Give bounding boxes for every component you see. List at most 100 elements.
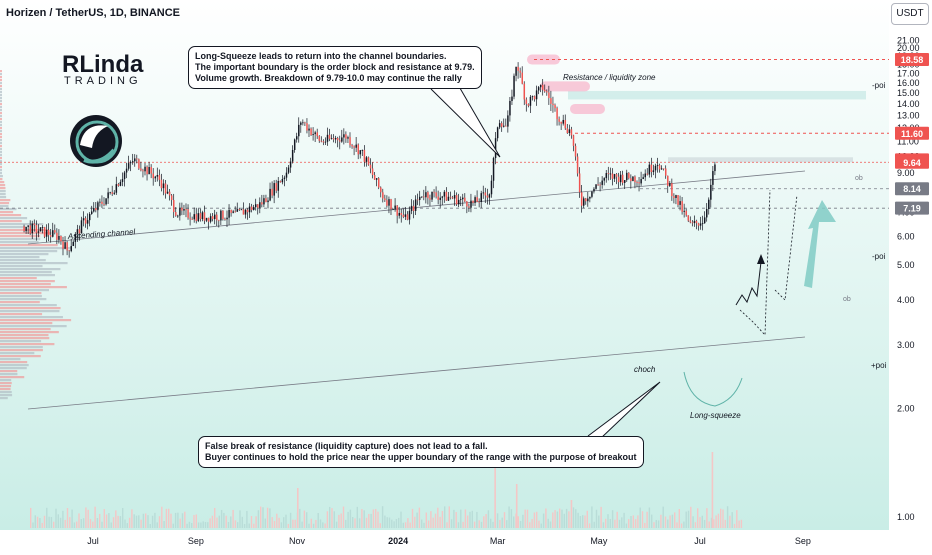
price-tick-label: 5.00 [897,260,915,270]
volume-bar [421,519,423,528]
volume-profile-bar [0,157,2,160]
candle-down [386,200,388,206]
volume-bar [529,522,531,528]
candle-up [97,202,99,211]
price-axis[interactable]: 1.002.003.004.005.006.007.008.009.0010.0… [889,0,932,530]
volume-profile-bar [0,376,25,379]
candle-up [498,123,501,128]
projection-paths [683,189,836,407]
volume-profile-bar [0,322,53,325]
long-squeeze-label: Long-squeeze [690,411,741,420]
candle-down [380,187,382,193]
volume-profile-bar [0,121,2,124]
volume-bar [384,515,386,528]
volume-bar [651,514,653,528]
candle-down [437,196,439,200]
candle-down [339,140,341,142]
volume-bar [437,507,439,528]
candle-down [525,99,528,105]
time-tick-label: 2024 [388,536,408,546]
candle-down [275,183,277,191]
volume-profile-bar [0,82,2,85]
candle-up [72,241,75,247]
volume-bar [503,512,506,528]
candle-up [660,168,663,170]
volume-bar [717,513,720,528]
volume-bar [64,519,66,528]
volume-profile-bar [0,292,42,295]
volume-profile-bar [0,217,28,220]
volume-bar [82,518,85,528]
candle-up [37,231,40,233]
poi-top-label: -poi [872,81,886,90]
volume-profile-bar [0,175,3,178]
candle-down [505,125,507,127]
candle-up [355,144,357,148]
volume-bar [450,519,453,528]
volume-profile-bar [0,73,2,76]
volume-bar [310,518,312,528]
candle-up [365,157,368,162]
price-tick-label: 17.00 [897,68,920,78]
candle-down [517,66,519,71]
candle-down [306,123,308,131]
volume-bar [411,508,414,528]
candle-up [129,162,132,164]
volume-bar [101,521,103,528]
candle-down [328,134,331,139]
volume-bar [726,506,729,528]
candle-down [351,144,353,147]
candle-up [414,199,417,211]
volume-bar [285,514,287,528]
volume-profile-bar [0,391,12,394]
candle-up [595,184,597,189]
candle-up [127,163,130,169]
volume-bar [701,515,703,528]
candle-down [382,192,384,199]
volume-bar [708,521,710,528]
candle-up [183,209,185,211]
volume-bar [363,510,365,528]
volume-bar [499,519,501,528]
volume-bar [455,512,457,528]
candle-down [279,180,282,183]
volume-bar [170,513,172,528]
candle-down [373,175,376,180]
poi-low-label: +poi [871,361,887,370]
candle-up [244,209,247,215]
currency-button[interactable]: USDT [891,3,929,25]
liquidity-zone-marker [570,103,605,114]
volume-bar [324,523,326,528]
liquidity-zone-marker [527,54,560,65]
candle-up [166,191,169,194]
volume-bar [71,509,73,528]
price-tick-label: 6.00 [897,231,915,241]
volume-bar [508,506,510,528]
candle-down [691,222,694,224]
volume-profile-bar [0,154,2,157]
volume-bar [674,512,676,528]
volume-bar [729,515,731,528]
candle-up [421,196,423,198]
price-tag-box [895,126,929,140]
volume-profile-bar [0,379,12,382]
candle-up [308,128,310,131]
candle-up [562,119,564,124]
volume-profile-bar [0,277,37,280]
volume-bar [163,520,165,528]
volume-bar [588,523,591,528]
candle-down [673,196,675,199]
volume-profile-bar [0,301,40,304]
volume-bar [246,510,248,528]
candle-up [482,192,485,194]
candle-up [347,137,349,139]
candle-up [330,138,333,139]
price-tick-label: 20.00 [897,43,920,53]
time-tick-label: Jul [87,536,99,546]
volume-bar [289,512,292,528]
top-note-line: The important boundary is the order bloc… [195,62,475,72]
candle-down [695,220,698,224]
time-axis[interactable]: Jul Sep Nov 2024 Mar May Jul Sep [0,530,932,550]
volume-profile-bar [0,211,14,214]
candle-down [168,191,171,196]
